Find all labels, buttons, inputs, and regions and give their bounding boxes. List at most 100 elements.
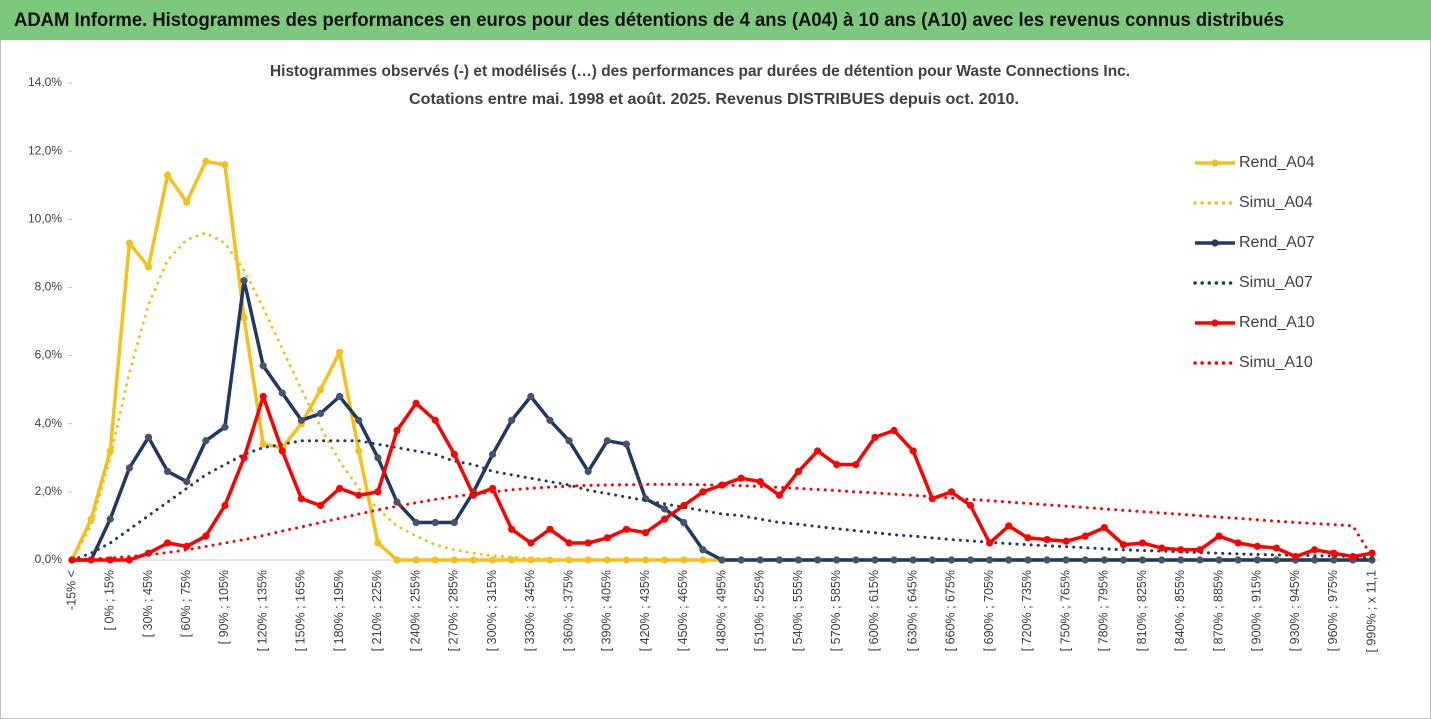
point [603, 534, 611, 542]
x-tick-label: [ 960% ; 975% [1326, 570, 1340, 651]
x-tick-label: [ 30% ; 45% [141, 570, 155, 637]
x-tick-label: [ 120% ; 135% [255, 570, 269, 651]
legend-label: Simu_A07 [1239, 274, 1313, 291]
point [106, 447, 114, 455]
point [412, 518, 420, 527]
point [297, 495, 306, 503]
point [316, 501, 325, 510]
point [374, 488, 382, 496]
point [928, 556, 936, 564]
point [699, 488, 707, 496]
point [355, 416, 363, 424]
point [1311, 556, 1319, 564]
x-tick-label: [ 900% ; 915% [1250, 570, 1264, 651]
point [909, 447, 917, 455]
point [240, 314, 248, 322]
legend-label: Simu_A10 [1239, 354, 1313, 371]
point [1100, 556, 1108, 564]
point [1196, 546, 1204, 554]
point [488, 556, 497, 564]
point [565, 556, 573, 564]
point [374, 454, 382, 462]
legend-marker [1211, 319, 1219, 327]
point [699, 556, 707, 564]
point [813, 447, 822, 455]
point [1177, 546, 1185, 554]
point [412, 556, 420, 564]
point [1062, 537, 1070, 545]
point [259, 362, 267, 370]
point [125, 556, 133, 564]
point [144, 263, 153, 271]
x-tick-label: [ 180% ; 195% [332, 570, 346, 651]
point [794, 556, 803, 564]
x-tick-label: [ 90% ; 105% [217, 570, 231, 644]
point [125, 239, 133, 247]
point [1234, 539, 1242, 547]
point [393, 426, 401, 435]
point [661, 505, 669, 513]
point [718, 556, 726, 564]
point [852, 556, 860, 564]
legend-label: Simu_A04 [1239, 194, 1313, 211]
banner [0, 0, 1431, 40]
point [852, 461, 860, 469]
x-tick-label: [ 630% ; 645% [905, 570, 919, 651]
x-tick-label: [ 750% ; 765% [1058, 570, 1072, 651]
point [680, 518, 688, 527]
legend-label: Rend_A10 [1239, 314, 1315, 331]
point [756, 556, 764, 564]
legend-marker [1211, 239, 1219, 247]
point [1253, 542, 1261, 550]
point [336, 484, 344, 493]
point [871, 556, 879, 564]
y-tick-label: 12,0% [28, 143, 62, 157]
point [1081, 532, 1089, 540]
point [1330, 556, 1338, 564]
point [622, 556, 631, 564]
point [546, 416, 554, 424]
point [1368, 549, 1376, 557]
point [1024, 556, 1032, 564]
point [374, 539, 382, 547]
point [813, 556, 822, 564]
x-tick-label: [ 480% ; 495% [714, 570, 728, 651]
point [1158, 556, 1166, 564]
point [622, 525, 631, 533]
point [431, 416, 439, 424]
point [508, 525, 516, 533]
x-tick-label: [ 600% ; 615% [867, 570, 881, 651]
point [163, 467, 172, 476]
point [1291, 552, 1300, 561]
point [1138, 556, 1147, 564]
legend-label: Rend_A04 [1239, 154, 1315, 171]
point [737, 474, 745, 482]
point [527, 392, 535, 401]
point [1196, 556, 1204, 564]
point [125, 464, 133, 472]
x-tick-label: [ 300% ; 315% [485, 570, 499, 651]
point [488, 484, 497, 493]
point [316, 386, 325, 394]
point [622, 440, 631, 448]
point [221, 423, 229, 431]
point [87, 515, 95, 523]
point [450, 450, 458, 458]
point [1119, 541, 1128, 549]
point [1330, 549, 1338, 557]
x-tick-label: [ 210% ; 225% [370, 570, 384, 651]
x-tick-label: [ 540% ; 555% [791, 570, 805, 651]
point [584, 539, 592, 547]
point [221, 161, 229, 169]
point [546, 525, 554, 533]
point [202, 532, 210, 540]
y-tick-label: 4,0% [35, 416, 63, 430]
point [661, 515, 669, 523]
point [986, 539, 994, 547]
x-tick-label: [ 780% ; 795% [1097, 570, 1111, 651]
point [1119, 556, 1128, 564]
x-tick-label: [ 390% ; 405% [600, 570, 614, 651]
series-line [70, 482, 1374, 562]
point [431, 556, 439, 564]
x-tick-label: [ 990% ; x 11,1 [1364, 570, 1378, 653]
